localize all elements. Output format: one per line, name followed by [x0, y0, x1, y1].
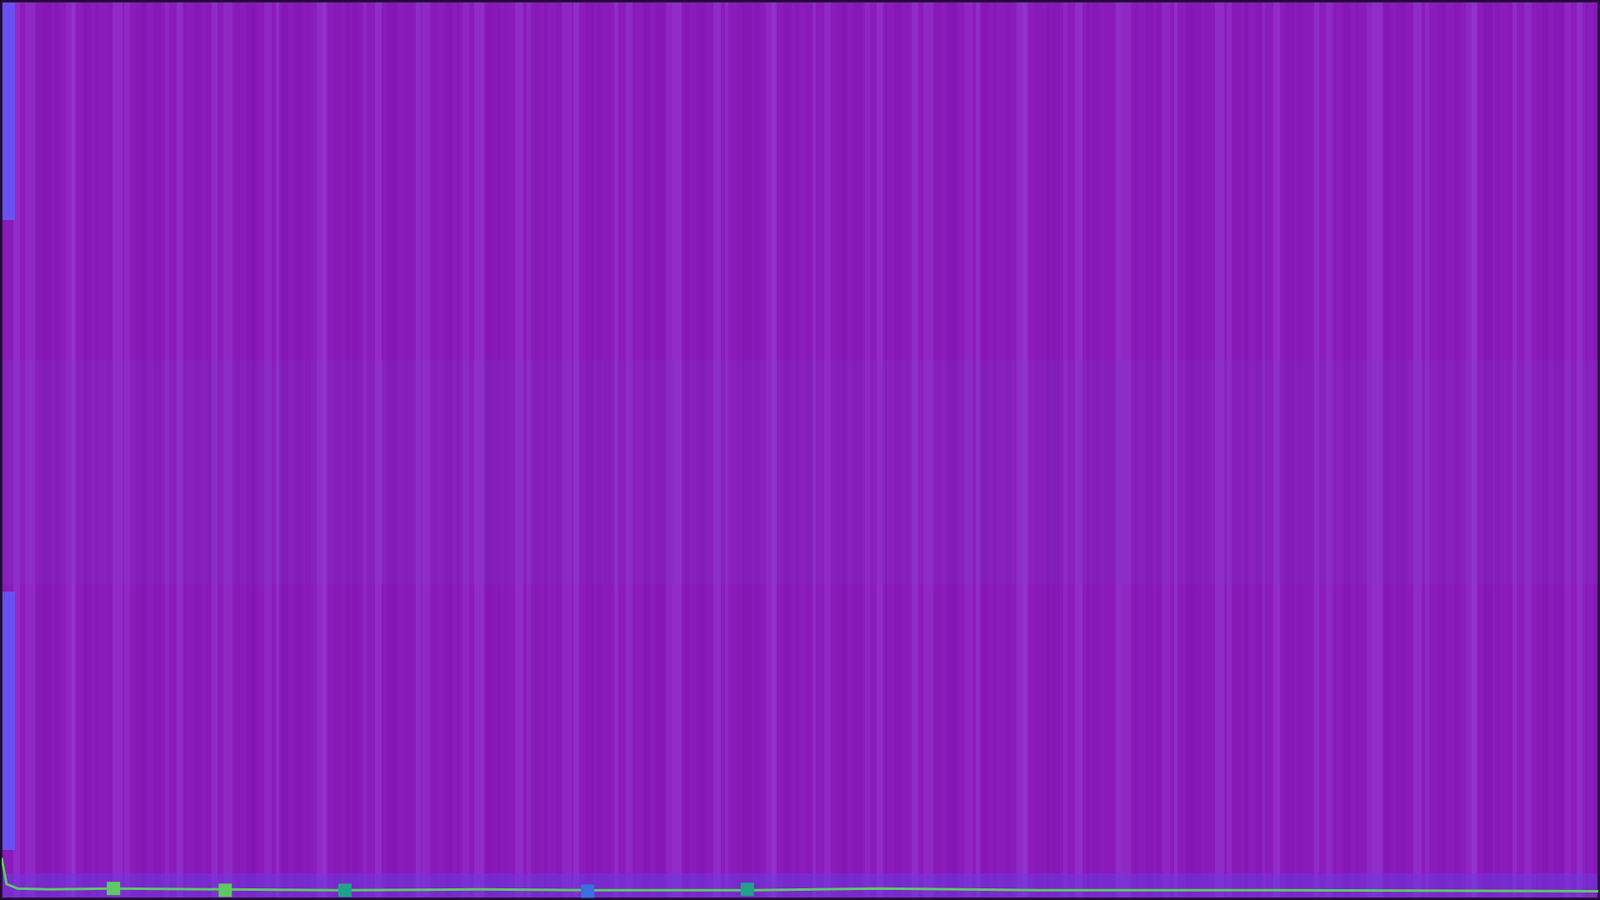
marker	[740, 882, 755, 896]
edge-strip	[1, 591, 15, 850]
background-band	[1, 360, 1599, 585]
plot-frame	[1, 1, 1599, 899]
bottom-band	[1, 873, 1599, 899]
edge-strip	[1, 1, 15, 220]
marker	[106, 881, 120, 895]
background	[1, 1, 1599, 899]
marks	[1, 858, 1599, 899]
marker	[580, 884, 595, 898]
marker	[218, 883, 232, 897]
line	[1, 858, 1599, 892]
plot	[1, 1, 1600, 899]
marker	[338, 883, 352, 897]
canvas	[0, 0, 1600, 900]
background-stripes	[1, 1, 1600, 899]
